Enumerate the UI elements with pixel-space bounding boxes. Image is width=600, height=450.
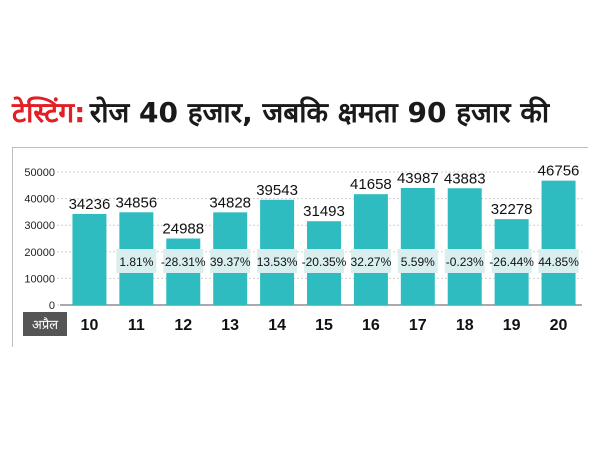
change-label: -0.23%: [446, 255, 484, 269]
data-label: 34856: [116, 194, 158, 211]
change-label-box: [397, 249, 438, 273]
change-label: 1.81%: [119, 255, 153, 269]
data-label: 39543: [256, 182, 298, 199]
x-tick-label: 12: [174, 317, 192, 334]
data-label: 31493: [303, 203, 345, 220]
data-label: 46756: [538, 163, 580, 180]
month-tab: [23, 312, 67, 336]
x-tick-label: 18: [456, 317, 474, 334]
data-label: 32278: [491, 201, 533, 218]
x-tick-label: 14: [268, 317, 286, 334]
x-tick-label: 10: [81, 317, 99, 334]
y-tick-label: 0: [49, 300, 55, 312]
x-tick-label: 16: [362, 317, 380, 334]
x-tick-label: 19: [503, 317, 521, 334]
left-divider: [12, 147, 13, 347]
change-label-box: [257, 249, 298, 273]
data-label: 43987: [397, 170, 439, 187]
data-label: 34828: [209, 194, 251, 211]
chart-frame: टेस्टिंग: रोज 40 हजार, जबकि क्षमता 90 हज…: [8, 93, 592, 350]
change-label-box: [538, 249, 579, 273]
y-tick-label: 30000: [24, 220, 55, 232]
change-label: 39.37%: [210, 255, 251, 269]
change-label-box: [210, 249, 251, 273]
bar: [400, 187, 435, 305]
change-label: -28.31%: [161, 255, 206, 269]
title-divider: [12, 147, 588, 148]
change-label-box: [163, 249, 204, 273]
y-tick-label: 10000: [24, 273, 55, 285]
change-label: 13.53%: [257, 255, 298, 269]
title-text: रोज 40 हजार, जबकि क्षमता 90 हजार की: [89, 96, 550, 129]
change-label: 5.59%: [401, 255, 435, 269]
change-label-box: [304, 249, 344, 273]
change-label-box: [444, 249, 485, 273]
change-label-box: [350, 249, 391, 273]
change-label: -20.35%: [302, 255, 347, 269]
data-label: 34236: [69, 196, 111, 213]
y-tick-label: 40000: [24, 194, 55, 206]
chart-title: टेस्टिंग: रोज 40 हजार, जबकि क्षमता 90 हज…: [12, 93, 592, 137]
bar: [447, 188, 482, 305]
y-tick-label: 50000: [24, 167, 55, 179]
change-label: -26.44%: [489, 255, 534, 269]
change-label-box: [491, 249, 532, 273]
change-label-box: [116, 249, 157, 273]
data-label: 43883: [444, 170, 486, 187]
change-label: 44.85%: [538, 255, 579, 269]
x-tick-label: 17: [409, 317, 427, 334]
x-tick-label: 20: [550, 317, 568, 334]
change-label: 32.27%: [351, 255, 392, 269]
bar: [541, 180, 576, 305]
month-label: अप्रैल: [32, 317, 58, 332]
title-prefix: टेस्टिंग:: [12, 96, 86, 129]
data-label: 41658: [350, 176, 392, 193]
data-label: 24988: [162, 221, 204, 238]
x-tick-label: 11: [128, 317, 145, 334]
x-tick-label: 13: [221, 317, 239, 334]
x-tick-label: 15: [315, 317, 333, 334]
y-tick-label: 20000: [24, 247, 55, 259]
bar: [72, 213, 107, 305]
